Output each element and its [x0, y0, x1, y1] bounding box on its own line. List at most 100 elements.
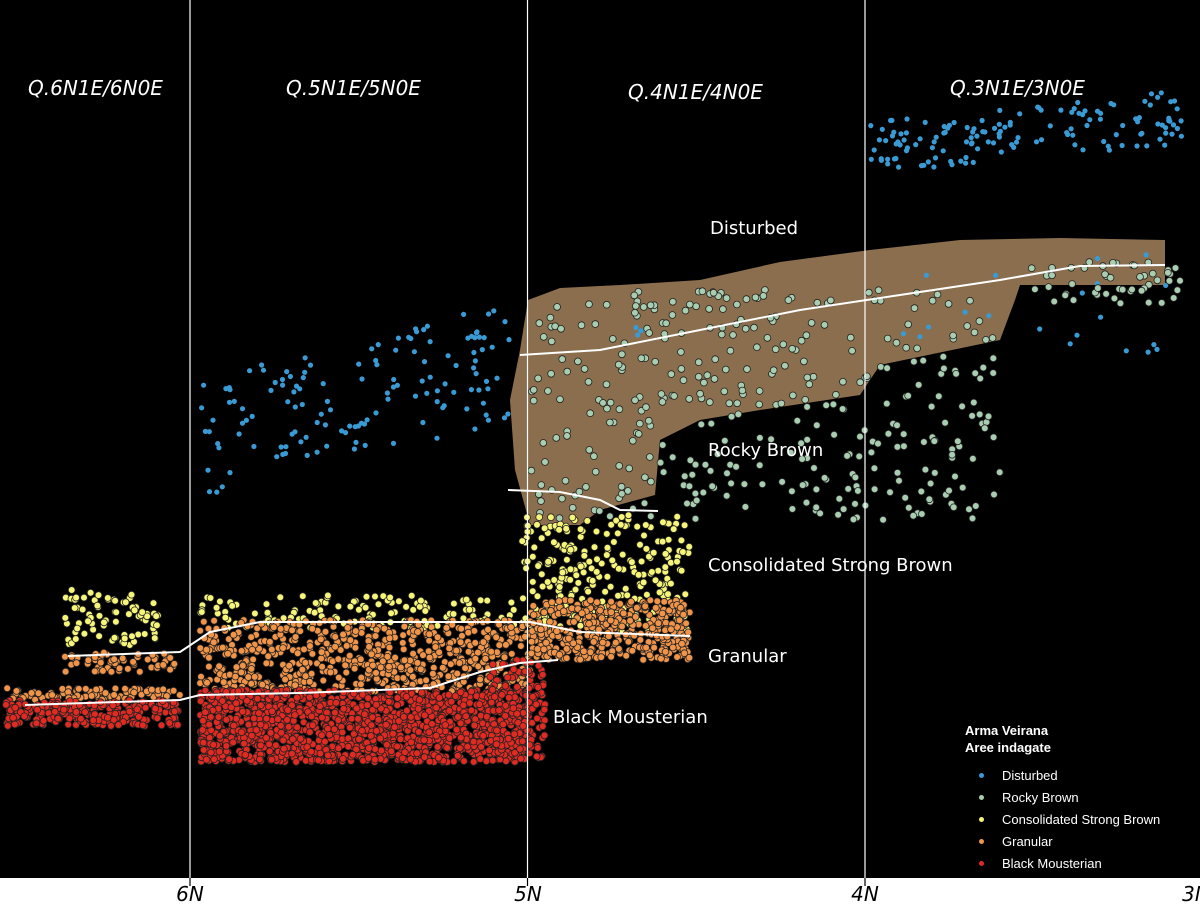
- data-point: [914, 381, 923, 389]
- data-point: [734, 410, 743, 419]
- data-point: [896, 164, 902, 170]
- data-point: [971, 369, 979, 378]
- data-point: [1035, 104, 1041, 110]
- data-point: [425, 636, 434, 645]
- data-point: [482, 757, 491, 765]
- data-point: [266, 638, 274, 646]
- data-point: [856, 378, 864, 387]
- data-point: [945, 125, 951, 131]
- data-point: [993, 272, 999, 278]
- data-point: [203, 678, 211, 687]
- data-point: [453, 751, 462, 760]
- data-point: [607, 520, 615, 529]
- data-point: [826, 296, 835, 305]
- data-point: [321, 627, 330, 636]
- data-point: [694, 372, 703, 381]
- data-point: [216, 597, 224, 606]
- data-point: [820, 474, 829, 482]
- data-point: [338, 728, 347, 737]
- data-point: [219, 678, 228, 686]
- series-granular: [3, 596, 694, 704]
- data-point: [556, 395, 564, 404]
- data-point: [196, 626, 205, 635]
- data-point: [1082, 108, 1088, 114]
- data-point: [456, 688, 465, 697]
- data-point: [951, 119, 957, 126]
- data-point: [563, 432, 571, 440]
- data-point: [421, 327, 427, 333]
- data-point: [488, 660, 497, 669]
- data-point: [141, 703, 150, 712]
- data-point: [673, 653, 681, 661]
- data-point: [282, 450, 289, 457]
- data-point: [879, 126, 885, 132]
- data-point: [641, 521, 650, 529]
- data-point: [1002, 124, 1008, 130]
- data-point: [471, 639, 480, 647]
- data-point: [1151, 342, 1157, 348]
- data-point: [198, 608, 206, 616]
- data-point: [501, 712, 510, 720]
- data-point: [331, 642, 339, 651]
- data-point: [351, 446, 357, 452]
- data-point: [347, 423, 353, 429]
- data-point: [107, 722, 115, 730]
- data-point: [202, 428, 208, 434]
- data-point: [533, 592, 542, 601]
- legend-dot: [979, 794, 984, 800]
- data-point: [484, 625, 492, 634]
- data-point: [616, 520, 625, 529]
- data-point: [926, 479, 935, 488]
- data-point: [416, 665, 425, 674]
- data-point: [157, 721, 166, 730]
- data-point: [334, 655, 343, 663]
- data-point: [501, 682, 510, 690]
- data-point: [236, 431, 242, 437]
- data-point: [121, 598, 130, 606]
- legend-label: Rocky Brown: [1002, 789, 1079, 805]
- data-point: [641, 473, 649, 482]
- data-point: [624, 487, 632, 495]
- data-point: [415, 695, 424, 704]
- data-point: [851, 473, 860, 482]
- data-point: [320, 381, 326, 387]
- data-point: [374, 715, 383, 724]
- data-point: [262, 600, 271, 608]
- data-point: [11, 703, 19, 712]
- data-point: [580, 551, 589, 560]
- data-point: [585, 557, 594, 566]
- data-point: [577, 321, 586, 330]
- data-point: [1168, 99, 1174, 105]
- data-point: [889, 117, 895, 123]
- data-point: [470, 721, 479, 730]
- data-point: [529, 386, 538, 394]
- data-point: [317, 731, 326, 740]
- data-point: [419, 651, 427, 659]
- data-point: [705, 398, 714, 406]
- data-point: [355, 605, 363, 614]
- data-point: [635, 332, 641, 338]
- data-point: [876, 363, 885, 371]
- data-point: [925, 159, 931, 165]
- data-point: [634, 430, 643, 438]
- data-point: [516, 745, 524, 753]
- data-point: [425, 728, 434, 736]
- data-point: [396, 735, 405, 743]
- data-point: [995, 468, 1004, 477]
- data-point: [166, 665, 174, 674]
- data-point: [350, 664, 359, 673]
- data-point: [256, 741, 265, 750]
- data-point: [1110, 294, 1119, 303]
- data-point: [1178, 118, 1184, 124]
- data-point: [1144, 143, 1150, 149]
- data-point: [1027, 264, 1036, 273]
- data-point: [78, 605, 87, 614]
- data-point: [595, 507, 604, 515]
- data-point: [900, 442, 908, 451]
- data-point: [830, 430, 838, 439]
- data-point: [104, 594, 112, 602]
- data-point: [339, 688, 348, 697]
- data-point: [941, 418, 949, 427]
- data-point: [555, 597, 563, 605]
- data-point: [48, 691, 56, 699]
